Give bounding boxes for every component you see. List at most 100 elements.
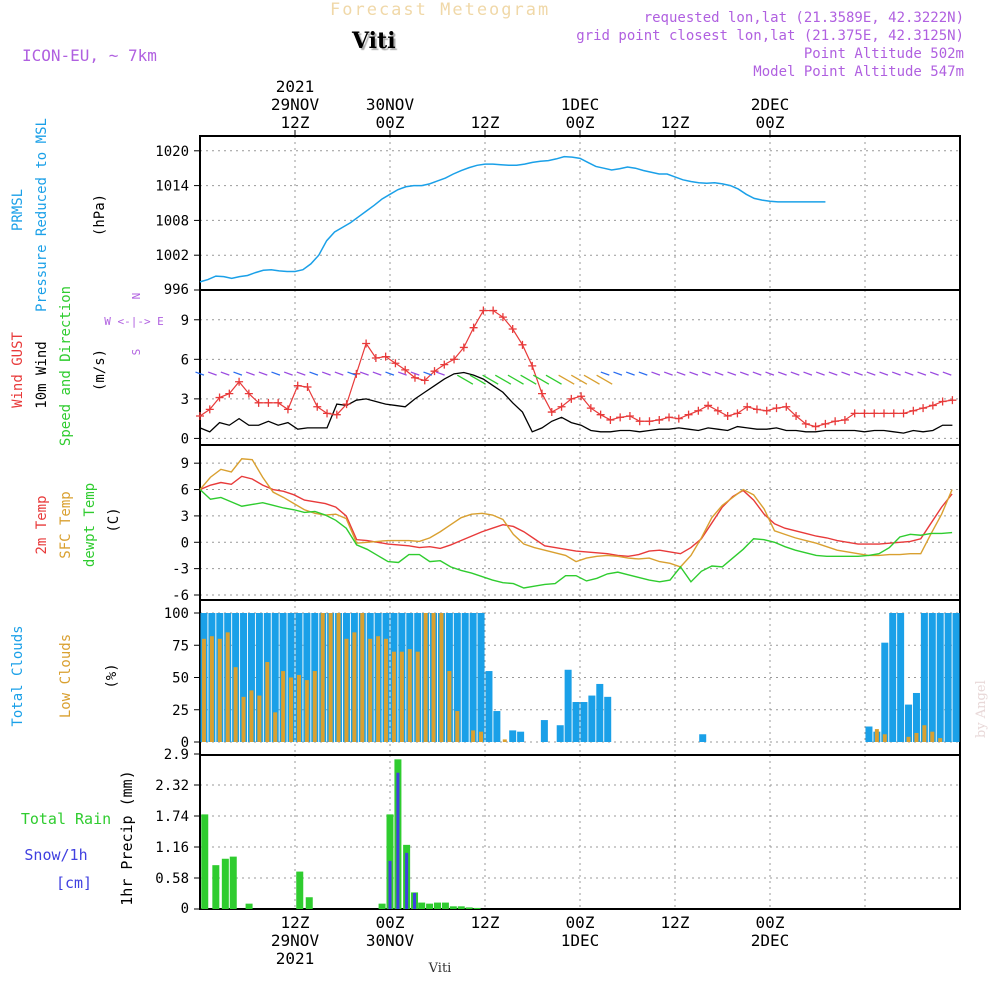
low-cloud-bar xyxy=(874,729,879,742)
total-cloud-bar xyxy=(493,711,501,742)
footer-station: Viti xyxy=(428,961,452,976)
clouds-ytick-label: 75 xyxy=(172,638,189,654)
wind-direction-arrow xyxy=(596,374,613,385)
wind-direction-arrow xyxy=(558,374,575,385)
low-cloud-bar xyxy=(249,690,254,742)
wind-frame xyxy=(199,289,961,446)
wind-gust-marker xyxy=(313,402,322,411)
wind-gust-marker xyxy=(616,413,625,422)
total-cloud-bar xyxy=(247,613,255,742)
low-cloud-bar xyxy=(217,638,222,742)
wind-gust-marker xyxy=(606,415,615,424)
precip-ytick-label: 1.16 xyxy=(155,840,189,856)
wind-gust-marker xyxy=(381,352,390,361)
rain-bar xyxy=(426,903,434,909)
wind-gust-marker xyxy=(762,406,771,415)
total-cloud-bar xyxy=(540,720,548,742)
wind-direction-arrow xyxy=(207,371,217,376)
wind-direction-arrow xyxy=(663,371,673,376)
low-cloud-bar xyxy=(289,677,294,742)
wind-direction-arrow xyxy=(701,371,711,376)
total-cloud-bar xyxy=(556,725,564,742)
rain-bar xyxy=(378,903,386,909)
total-cloud-bar xyxy=(699,734,707,742)
low-cloud-bar xyxy=(502,739,507,742)
total-cloud-bar xyxy=(485,671,493,742)
wind-direction-arrow xyxy=(347,371,357,376)
temp-line-dewpt-temp xyxy=(199,489,953,589)
wind-gust-marker xyxy=(821,419,830,428)
wind-gust-marker xyxy=(645,417,654,426)
temp-label-2m: 2m Temp xyxy=(34,495,50,554)
wind-gust-marker xyxy=(528,361,537,370)
pressure-line xyxy=(199,155,826,283)
wind-direction-arrow xyxy=(904,371,914,376)
total-cloud-bar xyxy=(271,613,279,742)
wind-gust-marker xyxy=(508,325,517,333)
low-cloud-bar xyxy=(407,649,412,742)
low-cloud-bar xyxy=(241,696,246,742)
top-time-label: 00Z xyxy=(566,113,595,132)
wind-gust-marker xyxy=(713,406,722,415)
wind-direction-arrow xyxy=(942,371,952,376)
wind-direction-arrow xyxy=(258,371,268,376)
wind-gust-marker xyxy=(723,412,732,420)
rain-bar xyxy=(434,902,441,909)
wind-gust-marker xyxy=(743,402,752,411)
wind-direction-arrow xyxy=(423,371,433,376)
total-cloud-bar xyxy=(865,726,873,742)
bottom-time-label: 00Z xyxy=(376,913,405,932)
wind-gust-marker xyxy=(772,404,781,413)
wind-gust-marker xyxy=(410,373,419,382)
snow-bar xyxy=(405,852,409,909)
low-cloud-bar xyxy=(281,671,286,742)
wind-gust-marker xyxy=(196,412,204,420)
wind-direction-arrow xyxy=(777,371,787,376)
top-time-label: 00Z xyxy=(756,113,785,132)
temperature-ytick-label: 9 xyxy=(181,456,189,472)
wind-gust-marker xyxy=(674,414,683,423)
wind-gust-marker xyxy=(264,398,273,407)
wind-gust-marker xyxy=(489,306,498,315)
wind-gust-marker xyxy=(479,306,488,315)
low-cloud-bar xyxy=(415,651,420,742)
wind-direction-arrow xyxy=(853,371,863,376)
meteogram-title: Forecast Meteogram xyxy=(330,0,551,20)
top-time-label: 2DEC xyxy=(751,95,790,114)
precip-ytick-label: 0 xyxy=(181,901,189,917)
wind-direction-arrow xyxy=(815,371,825,376)
clouds-ytick-label: 25 xyxy=(172,703,189,719)
low-cloud-bar xyxy=(479,731,484,742)
wind-direction-arrow xyxy=(397,371,407,376)
low-cloud-bar xyxy=(209,636,214,742)
wind-direction-arrow xyxy=(689,371,699,376)
wind-gust-marker xyxy=(899,409,908,418)
bottom-time-label: 30NOV xyxy=(366,931,415,950)
wind-direction-arrow xyxy=(410,371,420,376)
total-cloud-bar xyxy=(881,642,889,742)
wind-direction-arrow xyxy=(739,371,749,376)
wind-direction-arrow xyxy=(532,374,550,385)
low-cloud-bar xyxy=(225,632,230,742)
wind-direction-arrow xyxy=(545,374,562,385)
wind-direction-arrow xyxy=(600,371,610,376)
low-cloud-bar xyxy=(471,730,476,742)
wind-gust-marker xyxy=(655,415,664,424)
low-cloud-bar xyxy=(360,613,365,742)
wind-gust-marker xyxy=(430,367,439,376)
wind-direction-arrow xyxy=(583,374,600,385)
pressure-label-msl: Pressure Reduced to MSL xyxy=(34,118,50,312)
rain-bar xyxy=(212,865,220,909)
precip-label-cm: [cm] xyxy=(56,874,92,892)
wind-gust-marker xyxy=(391,359,400,368)
wind-direction-arrow xyxy=(494,374,512,385)
wind-gust-marker xyxy=(792,412,801,420)
bottom-time-label: 1DEC xyxy=(561,931,600,950)
model-label: ICON-EU, ~ 7km xyxy=(22,46,157,65)
wind-gust-marker xyxy=(870,409,879,418)
wind-gust-line xyxy=(199,309,953,428)
wind-direction-arrow xyxy=(321,371,331,376)
wind-gust-marker xyxy=(625,412,634,420)
rain-bar xyxy=(465,907,473,909)
